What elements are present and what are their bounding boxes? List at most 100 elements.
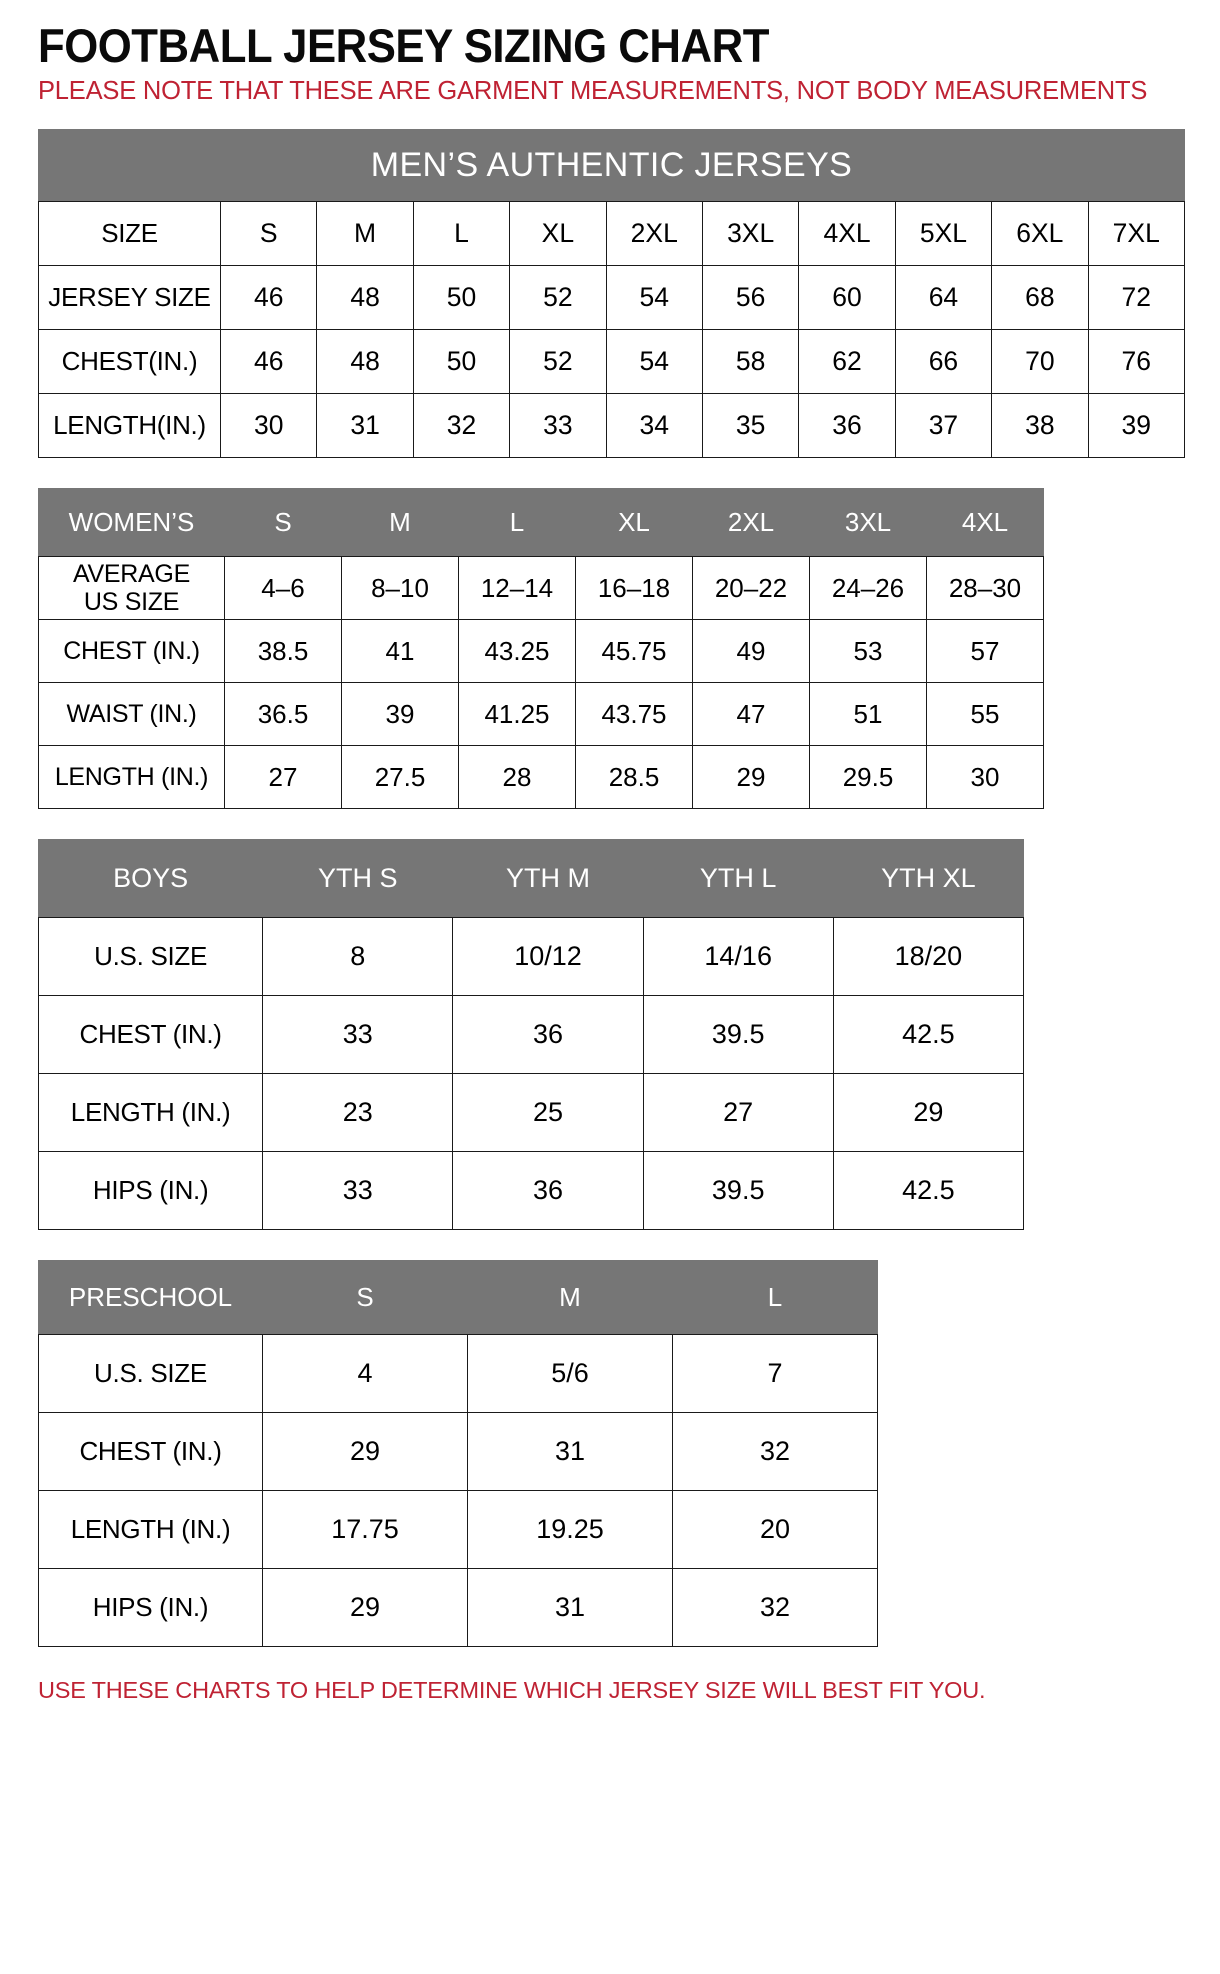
- cell: 32: [412, 393, 511, 459]
- cell: 45.75: [575, 619, 693, 684]
- cell: 36: [798, 393, 896, 459]
- cell: 48: [316, 265, 414, 331]
- table-row: LENGTH (IN.) 27 27.5 28 28.5 29 29.5 30: [38, 745, 1044, 810]
- womens-row-label-line2: US SIZE: [83, 588, 180, 617]
- cell: 46: [219, 329, 318, 395]
- boys-col-yth-s: YTH S: [262, 839, 454, 919]
- cell: 24–26: [809, 556, 927, 621]
- cell: 36: [452, 995, 644, 1075]
- cell: 38: [991, 393, 1089, 459]
- table-row: AVERAGE US SIZE 4–6 8–10 12–14 16–18 20–…: [38, 556, 1044, 621]
- cell: 17.75: [262, 1490, 468, 1570]
- womens-sizing-table: WOMEN’S S M L XL 2XL 3XL 4XL AVERAGE US …: [38, 488, 1044, 810]
- cell: 42.5: [832, 1151, 1025, 1231]
- cell: 53: [809, 619, 927, 684]
- cell: 66: [894, 329, 993, 395]
- mens-row-label: LENGTH(IN.): [38, 393, 221, 459]
- cell: 62: [798, 329, 896, 395]
- cell: 52: [509, 265, 607, 331]
- cell: 29: [692, 745, 810, 810]
- mens-banner-label: MEN’S AUTHENTIC JERSEYS: [38, 129, 1185, 203]
- mens-header-row: SIZE S M L XL 2XL 3XL 4XL 5XL 6XL 7XL: [38, 201, 1186, 267]
- cell: 30: [926, 745, 1044, 810]
- womens-row-label: WAIST (IN.): [38, 682, 225, 747]
- mens-col-5xl: 5XL: [894, 201, 993, 267]
- mens-row-label: JERSEY SIZE: [38, 265, 221, 331]
- cell: 5/6: [467, 1334, 673, 1414]
- cell: 38.5: [224, 619, 342, 684]
- table-row: WAIST (IN.) 36.5 39 41.25 43.75 47 51 55: [38, 682, 1044, 747]
- mens-row-label: CHEST(IN.): [38, 329, 221, 395]
- cell: 55: [926, 682, 1044, 747]
- table-row: LENGTH (IN.) 17.75 19.25 20: [38, 1490, 878, 1570]
- boys-header-label: BOYS: [37, 839, 264, 919]
- cell: 50: [412, 329, 511, 395]
- table-row: JERSEY SIZE 46 48 50 52 54 56 60 64 68 7…: [38, 265, 1186, 331]
- cell: 31: [467, 1412, 673, 1492]
- preschool-col-m: M: [467, 1260, 673, 1336]
- boys-row-label: CHEST (IN.): [37, 995, 264, 1075]
- mens-col-m: M: [316, 201, 414, 267]
- womens-col-2xl: 2XL: [692, 488, 810, 558]
- cell: 46: [219, 265, 318, 331]
- cell: 33: [262, 995, 454, 1075]
- cell: 7: [672, 1334, 878, 1414]
- cell: 33: [262, 1151, 454, 1231]
- womens-col-l: L: [458, 488, 576, 558]
- cell: 23: [262, 1073, 454, 1153]
- cell: 54: [605, 265, 703, 331]
- table-row: CHEST (IN.) 29 31 32: [38, 1412, 878, 1492]
- cell: 43.25: [458, 619, 576, 684]
- cell: 29: [262, 1568, 468, 1648]
- table-row: HIPS (IN.) 33 36 39.5 42.5: [37, 1151, 1025, 1231]
- mens-col-s: S: [219, 201, 318, 267]
- cell: 32: [672, 1568, 878, 1648]
- cell: 36.5: [224, 682, 342, 747]
- preschool-col-l: L: [672, 1260, 878, 1336]
- cell: 28.5: [575, 745, 693, 810]
- cell: 52: [509, 329, 607, 395]
- womens-col-m: M: [341, 488, 459, 558]
- cell: 57: [926, 619, 1044, 684]
- cell: 28–30: [926, 556, 1044, 621]
- table-row: U.S. SIZE 8 10/12 14/16 18/20: [37, 917, 1025, 997]
- cell: 39.5: [642, 995, 834, 1075]
- cell: 47: [692, 682, 810, 747]
- mens-col-7xl: 7XL: [1087, 201, 1186, 267]
- womens-row-label-line1: AVERAGE: [73, 559, 190, 588]
- boys-row-label: LENGTH (IN.): [37, 1073, 264, 1153]
- mens-sizing-table: MEN’S AUTHENTIC JERSEYS SIZE S M L XL 2X…: [38, 129, 1186, 459]
- boys-row-label: HIPS (IN.): [37, 1151, 264, 1231]
- cell: 25: [452, 1073, 644, 1153]
- table-row: U.S. SIZE 4 5/6 7: [38, 1334, 878, 1414]
- womens-header-label: WOMEN’S: [38, 488, 225, 558]
- table-row: LENGTH (IN.) 23 25 27 29: [37, 1073, 1025, 1153]
- mens-col-xl: XL: [509, 201, 607, 267]
- cell: 12–14: [458, 556, 576, 621]
- preschool-row-label: HIPS (IN.): [38, 1568, 263, 1648]
- cell: 48: [316, 329, 414, 395]
- cell: 39: [1087, 393, 1186, 459]
- cell: 20: [672, 1490, 878, 1570]
- table-row: HIPS (IN.) 29 31 32: [38, 1568, 878, 1648]
- womens-row-label: CHEST (IN.): [38, 619, 225, 684]
- cell: 37: [894, 393, 993, 459]
- preschool-sizing-table: PRESCHOOL S M L U.S. SIZE 4 5/6 7 CHEST …: [38, 1260, 878, 1648]
- cell: 27: [224, 745, 342, 810]
- womens-col-xl: XL: [575, 488, 693, 558]
- cell: 18/20: [832, 917, 1025, 997]
- womens-header-row: WOMEN’S S M L XL 2XL 3XL 4XL: [38, 488, 1044, 558]
- preschool-col-s: S: [262, 1260, 468, 1336]
- cell: 36: [452, 1151, 644, 1231]
- mens-col-4xl: 4XL: [798, 201, 896, 267]
- cell: 54: [605, 329, 703, 395]
- womens-row-label: AVERAGE US SIZE: [38, 556, 225, 621]
- table-row: CHEST (IN.) 38.5 41 43.25 45.75 49 53 57: [38, 619, 1044, 684]
- table-row: LENGTH(IN.) 30 31 32 33 34 35 36 37 38 3…: [38, 393, 1186, 459]
- cell: 35: [701, 393, 800, 459]
- womens-col-4xl: 4XL: [926, 488, 1044, 558]
- cell: 31: [467, 1568, 673, 1648]
- womens-col-3xl: 3XL: [809, 488, 927, 558]
- cell: 19.25: [467, 1490, 673, 1570]
